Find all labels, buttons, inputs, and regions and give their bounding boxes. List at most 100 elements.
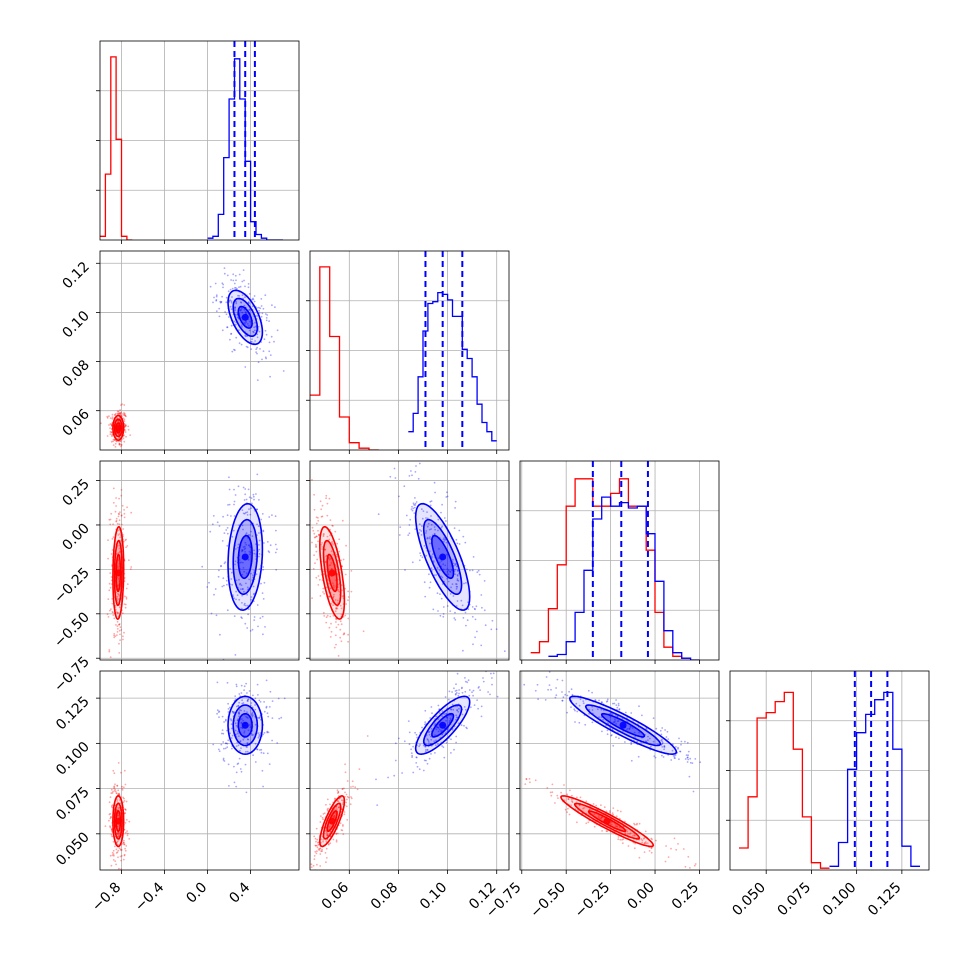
data-point [441,525,444,528]
data-point [315,550,318,553]
data-point [216,521,219,524]
data-point [440,526,443,529]
data-point [116,792,118,795]
data-point [414,504,416,506]
data-point [340,640,343,643]
data-point [324,548,326,551]
data-point [643,837,646,839]
data-point [115,520,118,523]
data-point [223,562,226,565]
data-point [110,608,112,610]
data-point [494,645,496,647]
data-point [250,507,253,509]
data-point [450,752,452,754]
data-point [420,530,423,532]
data-point [450,708,453,711]
data-point [335,618,338,621]
data-point [257,736,260,739]
data-point [456,672,459,675]
data-point [126,506,128,509]
data-point [456,579,459,582]
data-point [267,731,270,734]
data-point [425,532,427,534]
data-point [215,299,218,302]
density-peak [439,553,447,561]
data-point [253,498,255,501]
data-point [252,493,255,496]
data-point [243,602,246,605]
data-point [606,830,609,833]
data-point [568,813,571,816]
data-point [338,806,340,809]
data-point [262,568,264,571]
data-point [111,806,113,808]
data-point [238,709,241,711]
data-point [437,557,440,559]
data-point [240,692,243,694]
data-point [442,615,445,618]
data-point [252,330,255,333]
data-point [243,732,246,734]
panel-plot-area [310,671,509,870]
data-point [323,615,326,617]
data-point [117,593,119,595]
data-point [641,841,644,844]
data-point [663,745,666,748]
data-point [429,504,432,507]
data-point [237,762,240,765]
data-point [578,804,581,807]
data-point [226,326,229,329]
data-point [643,842,646,845]
data-point [124,425,127,428]
data-point [476,630,478,633]
data-point [315,844,318,847]
data-point [263,581,266,584]
data-point [454,500,457,503]
data-point [255,573,258,576]
data-point [614,825,617,828]
data-point [240,301,243,304]
data-point [452,558,454,561]
data-point [215,310,218,313]
data-point [220,301,223,303]
data-point [228,785,230,787]
data-point [260,298,263,300]
data-point [238,701,241,704]
data-point [256,748,258,751]
data-point [453,527,456,529]
data-point [117,840,120,842]
data-point [214,588,217,590]
data-point [441,715,443,717]
data-point [644,841,647,843]
data-point [429,581,432,584]
data-point [350,797,353,800]
data-point [478,686,480,688]
data-point [242,561,244,564]
data-point [420,508,423,511]
data-point [209,285,212,288]
data-point [456,574,459,576]
density-peak [439,721,447,729]
data-point [447,729,449,731]
data-point [230,332,233,335]
data-point [269,375,271,378]
data-point [233,500,236,503]
data-point [333,593,335,596]
data-point [119,511,121,514]
data-point [251,298,253,301]
data-point [251,713,253,715]
data-point [323,812,326,815]
data-point [428,586,431,589]
data-point [259,732,262,734]
data-point [118,442,121,445]
data-point [256,508,258,511]
data-point [117,410,120,413]
data-point [441,710,444,713]
data-point [234,306,237,309]
data-point [688,775,691,778]
data-point [111,835,113,838]
data-point [310,863,313,866]
data-point [428,537,431,540]
data-point [446,571,449,573]
data-point [263,732,266,734]
